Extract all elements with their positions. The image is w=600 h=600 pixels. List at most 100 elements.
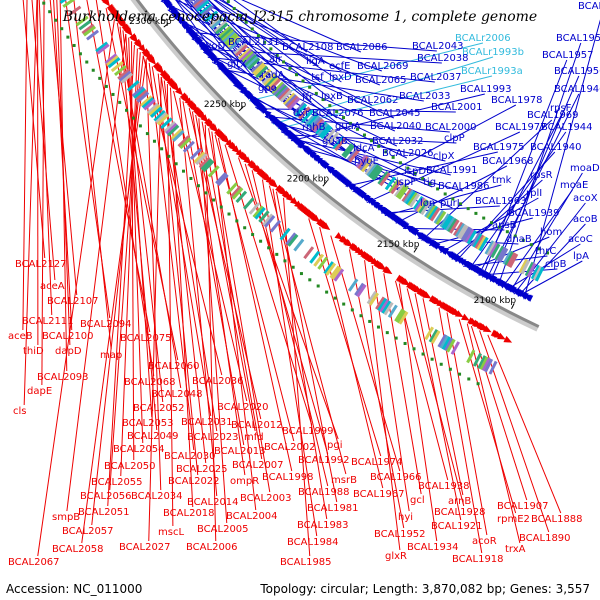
feature-dot-outer — [85, 60, 89, 64]
feature-dot-inner — [482, 216, 486, 220]
feature-dot-outer — [251, 233, 255, 237]
forward-gene-label: BCAL1977 — [495, 122, 547, 133]
feature-bar-inner — [390, 180, 402, 195]
reverse-gene-label: BCAL2068 — [124, 377, 176, 388]
reverse-gene-label: BCAL2007 — [232, 460, 284, 471]
feature-bar-inner — [530, 264, 541, 280]
feature-bar-outer — [243, 197, 255, 210]
feature-dot-inner — [537, 247, 541, 251]
reverse-label-pointer — [22, 0, 28, 331]
reverse-label-pointer — [107, 44, 135, 507]
feature-bar-outer — [441, 336, 452, 351]
feature-dot-outer — [412, 347, 416, 351]
feature-bar-outer — [387, 304, 398, 319]
reverse-gene-arrow — [134, 40, 143, 49]
kbp-tick-label: 2250 kbp — [204, 100, 247, 110]
feature-bar-outer — [323, 261, 335, 275]
forward-gene-label: ansB — [492, 220, 517, 231]
forward-label-pointer — [517, 260, 583, 297]
feature-bar-inner — [394, 183, 406, 197]
feature-dot-outer — [267, 246, 271, 250]
forward-label-pointer — [352, 104, 517, 193]
feature-bar-outer — [333, 268, 345, 282]
feature-bar-inner — [341, 143, 354, 157]
feature-dot-outer — [439, 362, 443, 366]
reverse-label-pointer — [201, 121, 263, 460]
feature-bar-inner — [348, 148, 361, 163]
reverse-gene-label: BCAL1988 — [298, 487, 350, 498]
feature-bar-inner — [195, 0, 210, 12]
feature-bar-inner — [405, 190, 417, 205]
feature-bar-outer — [430, 330, 441, 344]
reverse-gene-arrow — [497, 332, 506, 340]
forward-label-pointer — [345, 151, 498, 187]
forward-label-pointer — [241, 0, 362, 53]
reverse-gene-label: BCAL2075 — [120, 333, 172, 344]
reverse-gene-arrow — [102, 0, 110, 7]
feature-dot-outer — [98, 76, 102, 80]
feature-bar-outer — [160, 117, 173, 130]
feature-bar-outer — [254, 207, 266, 220]
reverse-gene-arrow — [243, 156, 252, 165]
forward-gene-label: BCAL2069 — [357, 61, 409, 72]
feature-bar-outer — [264, 215, 276, 228]
forward-gene-label: thrC — [535, 246, 556, 257]
forward-gene-arrow — [321, 161, 330, 170]
reverse-gene-label: BCAL1974 — [351, 457, 403, 468]
feature-bar-outer — [285, 232, 297, 246]
feature-bar-outer — [114, 64, 127, 77]
feature-bar-inner — [453, 221, 464, 237]
forward-label-pointer — [497, 42, 582, 287]
feature-bar-inner — [433, 209, 445, 224]
feature-bar-outer — [131, 85, 145, 98]
reverse-gene-arrow — [482, 325, 492, 333]
feature-bar-inner — [224, 32, 238, 45]
reverse-gene-arrow — [231, 145, 240, 154]
feature-bar-inner — [384, 176, 397, 191]
reverse-label-pointer — [191, 111, 246, 476]
feature-bar-inner — [407, 192, 419, 207]
feature-bar-inner — [456, 224, 468, 239]
feature-bar-inner — [238, 47, 252, 61]
reverse-gene-label: BCAL1998 — [262, 472, 314, 483]
feature-bar-outer — [488, 360, 498, 375]
forward-gene-arrow — [524, 295, 534, 302]
feature-dot-inner — [256, 34, 260, 38]
feature-bar-inner — [364, 161, 377, 176]
reverse-gene-label: BCAL1928 — [434, 507, 486, 518]
feature-dot-inner — [474, 211, 478, 215]
feature-bar-outer — [62, 0, 76, 8]
forward-label-pointer — [384, 184, 502, 217]
feature-dot-inner — [413, 171, 417, 175]
feature-bar-outer — [202, 160, 215, 173]
feature-dot-outer — [174, 162, 178, 166]
feature-bar-inner — [460, 226, 472, 241]
reverse-gene-arrow — [377, 262, 387, 271]
reverse-gene-label: BCAL2093 — [37, 372, 89, 383]
forward-label-pointer — [287, 137, 451, 176]
feature-bar-inner — [191, 0, 202, 7]
reverse-gene-arrow — [289, 197, 299, 205]
forward-gene-label: clpP — [444, 133, 465, 144]
reverse-label-pointer — [198, 118, 228, 524]
reverse-gene-label: BCAL2057 — [62, 526, 114, 537]
reverse-label-pointer — [283, 197, 311, 557]
reverse-gene-label: smpB — [52, 512, 80, 523]
feature-bar-outer — [120, 72, 134, 84]
feature-bar-inner — [304, 112, 318, 126]
feature-bar-inner — [233, 42, 247, 56]
feature-bar-inner — [466, 229, 477, 245]
feature-dot-outer — [243, 226, 247, 230]
reverse-gene-label: pgi — [327, 440, 342, 451]
forward-gene-label: BCALr1993b — [462, 47, 524, 58]
forward-label-pointer — [280, 131, 453, 209]
feature-dot-outer — [235, 219, 239, 223]
reverse-gene-arrow — [171, 83, 180, 92]
feature-bar-inner — [401, 188, 413, 203]
feature-bar-inner — [327, 131, 340, 146]
feature-bar-inner — [357, 155, 370, 170]
forward-label-pointer — [212, 61, 408, 159]
reverse-gene-label: BCAL2030 — [164, 451, 216, 462]
feature-dot-outer — [476, 382, 480, 386]
